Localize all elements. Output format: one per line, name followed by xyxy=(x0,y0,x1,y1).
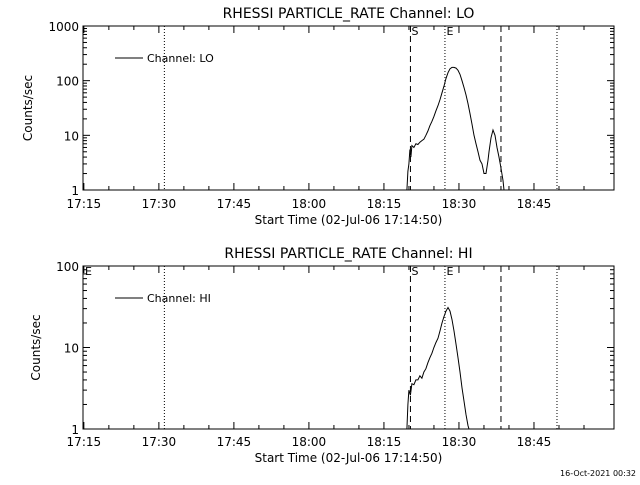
panel-2-x-tick-label: 17:30 xyxy=(142,435,177,449)
panel-2-x-tick-label: 17:45 xyxy=(217,435,252,449)
panel-2-axes-frame xyxy=(82,265,615,430)
panel-2-y-tick-label: 10 xyxy=(64,342,79,356)
panel-1-x-tick-label: 17:15 xyxy=(67,197,102,211)
panel-2-series-line xyxy=(406,306,470,429)
panel-1-series-line xyxy=(406,66,505,190)
panel-1-axes-frame xyxy=(82,25,615,191)
panel-2-x-axis-label: Start Time (02-Jul-06 17:14:50) xyxy=(255,451,443,465)
panel-1-x-axis-label: Start Time (02-Jul-06 17:14:50) xyxy=(255,213,443,227)
panel-2-y-tick-label: 1 xyxy=(71,423,79,437)
panel-1-x-tick-label: 17:45 xyxy=(217,197,252,211)
panel-1-title: RHESSI PARTICLE_RATE Channel: LO xyxy=(223,6,475,22)
panel-1-y-tick-label: 10 xyxy=(64,129,79,143)
panel-2-x-tick-label: 18:00 xyxy=(292,435,327,449)
panel-1-y-axis-label: Counts/sec xyxy=(21,75,35,141)
panel-1-x-tick-label: 18:00 xyxy=(292,197,327,211)
panel-1-x-tick-label: 17:30 xyxy=(142,197,177,211)
panel-1-y-tick-label: 1000 xyxy=(48,20,79,34)
panel-2-title: RHESSI PARTICLE_RATE Channel: HI xyxy=(224,246,472,262)
panel-2-x-tick-label: 18:45 xyxy=(517,435,552,449)
panel-2-marker-label: S xyxy=(411,265,418,278)
panel-2-y-axis-label: Counts/sec xyxy=(29,314,43,380)
panel-1-x-tick-label: 18:45 xyxy=(517,197,552,211)
panel-1-x-tick-label: 18:15 xyxy=(367,197,402,211)
panel-2-x-tick-label: 18:30 xyxy=(442,435,477,449)
panel-2-legend-label: Channel: HI xyxy=(147,292,211,305)
panel-1-y-tick-label: 100 xyxy=(56,75,79,89)
panel-1-y-tick-label: 1 xyxy=(71,184,79,198)
panel-2-marker-label: E xyxy=(446,265,453,278)
panel-2-y-tick-label: 100 xyxy=(56,260,79,274)
panel-2-x-tick-label: 17:15 xyxy=(67,435,102,449)
panel-2-x-tick-label: 18:15 xyxy=(367,435,402,449)
panel-1-x-tick-label: 18:30 xyxy=(442,197,477,211)
panel-1-marker-label: S xyxy=(411,25,418,38)
panel-1-legend-label: Channel: LO xyxy=(147,52,214,65)
panel-2-corner-marker: E xyxy=(85,265,92,278)
panel-1-marker-label: E xyxy=(446,25,453,38)
